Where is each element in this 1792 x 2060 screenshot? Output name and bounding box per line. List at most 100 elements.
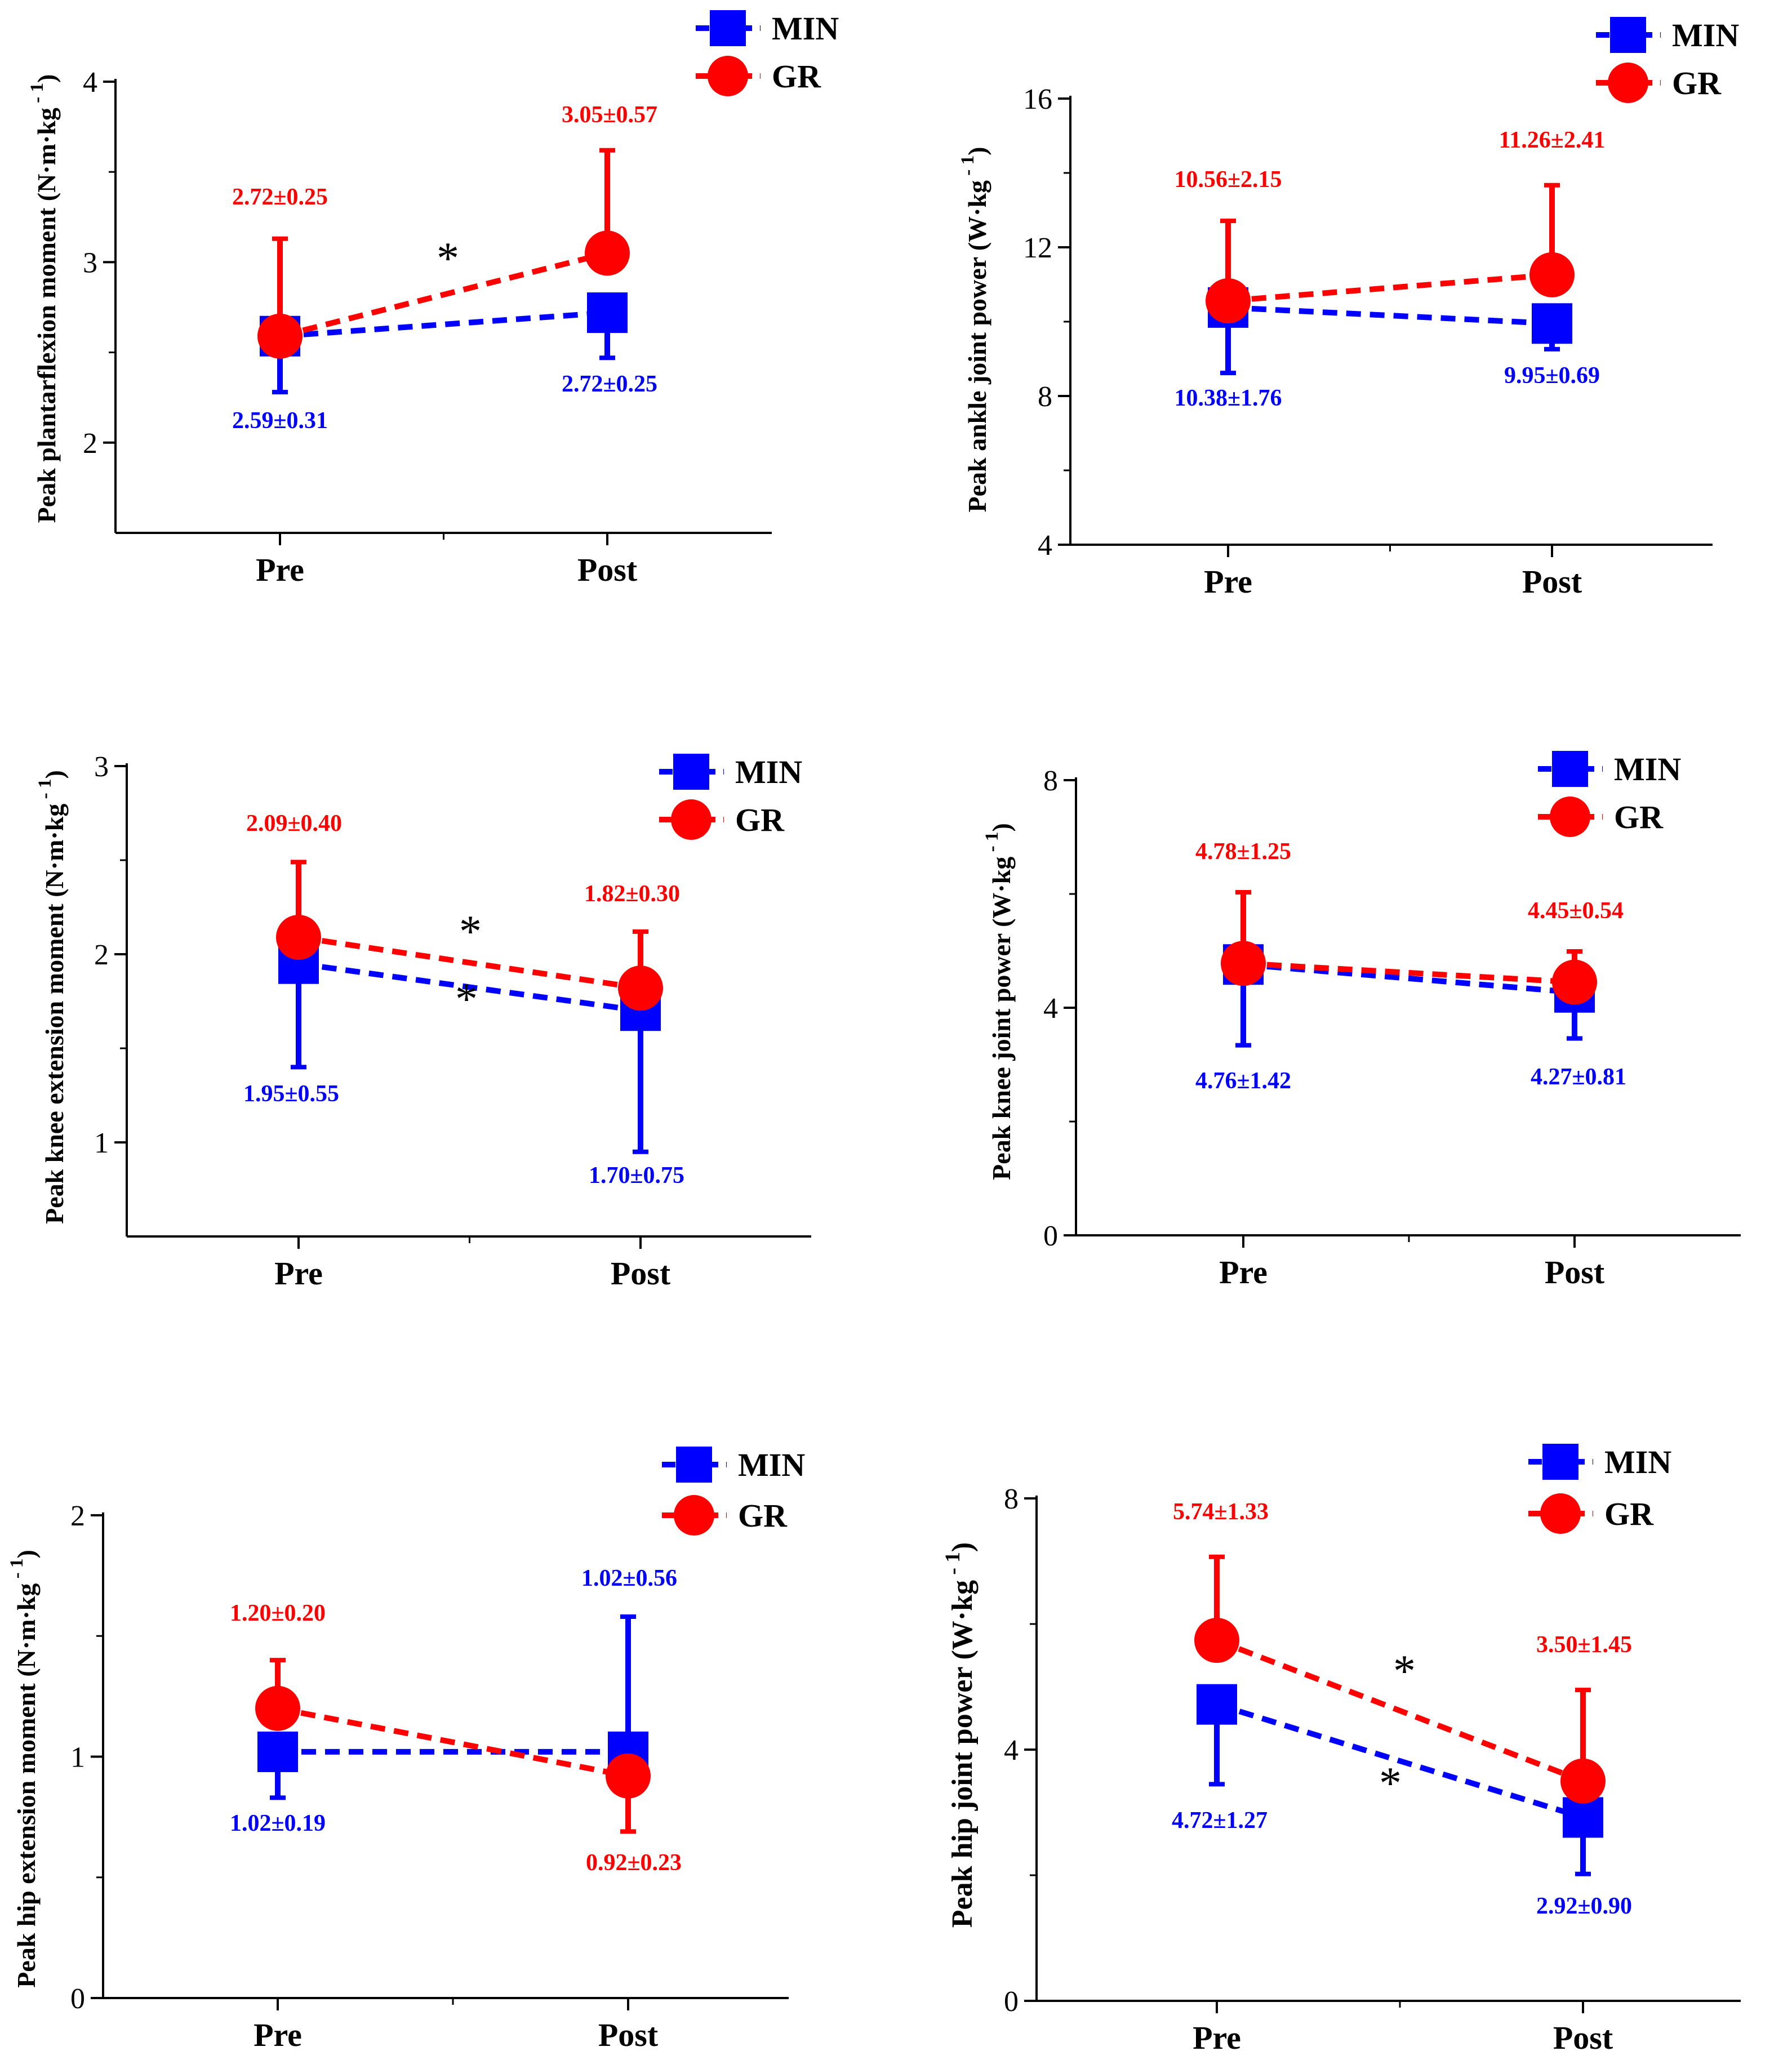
min-value-label: 1.02±0.19 — [230, 1810, 326, 1836]
min-value-label: 9.95±0.69 — [1504, 363, 1600, 389]
gr-point-post — [606, 1753, 651, 1799]
panel-1: 2 3 4 Pre Post Peak plantarflexion moment (N·… — [26, 10, 839, 588]
min-point-pre — [1197, 1684, 1237, 1725]
gr-series-line — [279, 250, 608, 339]
y-tick-label: 0 — [1004, 1986, 1019, 2018]
x-tick-label-post: Post — [1522, 563, 1582, 600]
legend-label-gr: GR — [738, 1497, 788, 1534]
y-tick-label: 2 — [70, 1500, 85, 1532]
x-tick-label-pre: Pre — [256, 551, 304, 588]
min-value-label: 4.27±0.81 — [1531, 1064, 1626, 1090]
gr-value-label: 10.56±2.15 — [1174, 167, 1282, 193]
legend-label-min: MIN — [1614, 751, 1681, 787]
gr-point-pre — [276, 914, 321, 960]
gr-point-pre — [257, 313, 303, 359]
y-axis-label: Peak hip extension moment (N·m·kg - 1) — [6, 1550, 41, 1988]
y-axis-label: Peak ankle joint power (W·kg - 1) — [957, 147, 991, 513]
x-tick-label-post: Post — [598, 2017, 659, 2053]
min-series-line — [298, 960, 641, 1014]
x-tick-label-post: Post — [577, 551, 638, 588]
gr-point-pre — [1221, 941, 1266, 986]
legend-label-min: MIN — [1604, 1444, 1671, 1480]
gr-value-label: 3.05±0.57 — [562, 102, 657, 128]
significance-star: * — [455, 975, 478, 1024]
legend-label-gr: GR — [1604, 1496, 1654, 1532]
x-tick-label-post: Post — [1553, 2019, 1613, 2056]
legend-label-gr: GR — [772, 58, 821, 95]
legend-square-icon — [676, 1447, 712, 1483]
min-value-label: 1.95±0.55 — [243, 1081, 339, 1107]
significance-star: * — [1379, 1759, 1402, 1808]
gr-value-label: 4.45±0.54 — [1528, 898, 1624, 924]
legend-circle-icon — [671, 799, 712, 840]
gr-series-line — [1216, 1638, 1584, 1784]
y-tick-label: 4 — [1038, 530, 1052, 562]
panel-6: 0 4 8 Pre Post Peak hip joint power (W·kg - 1… — [941, 1444, 1741, 2056]
y-tick-label: 1 — [94, 1127, 109, 1159]
y-tick-label: 3 — [83, 247, 97, 279]
legend-circle-icon — [708, 56, 748, 96]
gr-series-line — [298, 934, 641, 991]
gr-point-pre — [1194, 1617, 1239, 1663]
min-point-post — [1532, 303, 1572, 344]
gr-value-label: 11.26±2.41 — [1499, 127, 1606, 153]
min-point-pre — [257, 1731, 298, 1772]
y-tick-label: 0 — [1043, 1220, 1058, 1252]
min-point-post — [587, 292, 628, 333]
panel-5: 0 1 2 Pre Post Peak hip extension moment (N·m… — [6, 1447, 805, 2053]
y-axis-label: Peak hip joint power (W·kg - 1) — [941, 1542, 979, 1928]
min-value-label: 1.02±0.56 — [581, 1565, 677, 1591]
legend-circle-icon — [1608, 63, 1648, 103]
y-axis-label: Peak knee extension moment (N·m·kg - 1) — [34, 770, 69, 1224]
legend-square-icon — [710, 10, 746, 46]
legend-label-min: MIN — [1672, 17, 1739, 54]
gr-point-pre — [255, 1685, 300, 1731]
gr-value-label: 1.20±0.20 — [230, 1600, 326, 1626]
x-tick-label-pre: Pre — [274, 1255, 323, 1292]
y-tick-label: 4 — [1004, 1734, 1019, 1767]
gr-point-post — [1552, 959, 1597, 1005]
gr-point-post — [1560, 1758, 1606, 1804]
min-series-line — [1216, 1701, 1584, 1821]
min-value-label: 10.38±1.76 — [1174, 385, 1282, 411]
y-tick-label: 16 — [1023, 83, 1052, 115]
min-point-post — [1563, 1797, 1603, 1838]
panel-4: 0 4 8 Pre Post Peak knee joint power (W·kg - … — [981, 751, 1741, 1291]
min-value-label: 2.92±0.90 — [1536, 1893, 1632, 1919]
gr-point-post — [1529, 252, 1575, 297]
min-value-label: 4.76±1.42 — [1195, 1068, 1291, 1094]
gr-value-label: 3.50±1.45 — [1536, 1632, 1632, 1658]
min-value-label: 2.59±0.31 — [232, 408, 328, 434]
y-tick-label: 0 — [70, 1983, 85, 2015]
x-tick-label-pre: Pre — [1204, 563, 1252, 600]
y-tick-label: 4 — [83, 66, 97, 99]
significance-star: * — [459, 907, 482, 956]
gr-series-line — [1243, 960, 1575, 985]
gr-point-pre — [1206, 278, 1251, 324]
min-series-line — [1228, 304, 1553, 327]
significance-star: * — [437, 234, 459, 283]
y-axis-label: Peak knee joint power (W·kg - 1) — [981, 823, 1016, 1180]
panel-2: 4 8 12 16 Pre Post Peak ankle joint power (W·k… — [957, 17, 1739, 600]
y-tick-label: 3 — [94, 751, 109, 783]
y-axis-label: Peak plantarflexion moment (N·m·kg - 1) — [26, 74, 61, 523]
legend-label-gr: GR — [1672, 65, 1722, 101]
x-tick-label-post: Post — [611, 1255, 671, 1292]
gr-value-label: 1.82±0.30 — [584, 881, 680, 907]
gr-value-label: 2.09±0.40 — [246, 811, 342, 837]
legend-label-gr: GR — [735, 802, 785, 838]
min-value-label: 1.70±0.75 — [589, 1163, 684, 1189]
legend-label-min: MIN — [772, 10, 839, 47]
legend-label-gr: GR — [1614, 799, 1664, 835]
legend-label-min: MIN — [738, 1447, 805, 1483]
y-tick-label: 2 — [83, 428, 97, 460]
legend-circle-icon — [674, 1495, 714, 1536]
min-value-label: 2.72±0.25 — [562, 371, 657, 397]
x-tick-label-pre: Pre — [1193, 2019, 1241, 2056]
legend-square-icon — [1552, 751, 1588, 787]
y-tick-label: 1 — [70, 1742, 85, 1774]
gr-value-label: 4.78±1.25 — [1195, 839, 1291, 865]
x-tick-label-pre: Pre — [254, 2017, 302, 2053]
y-tick-label: 4 — [1043, 993, 1058, 1025]
